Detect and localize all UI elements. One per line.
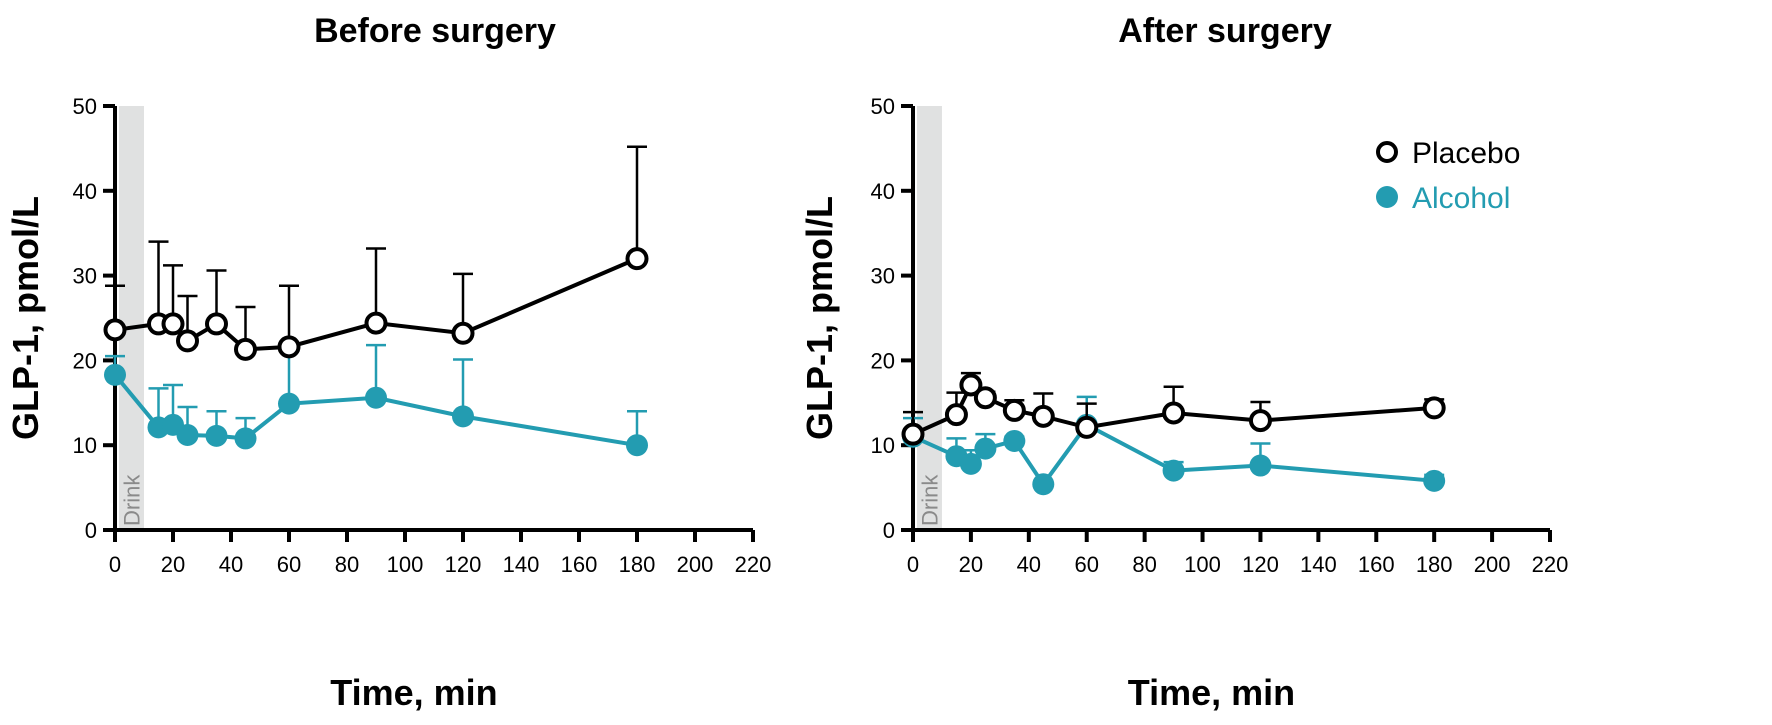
data-point bbox=[626, 434, 648, 457]
data-point bbox=[959, 452, 982, 475]
data-point bbox=[944, 403, 968, 427]
x-tick-label: 0 bbox=[907, 552, 919, 577]
y-tick-label: 40 bbox=[73, 179, 97, 204]
chart-title: Before surgery bbox=[314, 12, 556, 50]
x-tick-label: 100 bbox=[387, 552, 424, 577]
legend-label-placebo: Placebo bbox=[1412, 137, 1520, 170]
series-placebo bbox=[103, 145, 649, 361]
x-tick-label: 20 bbox=[161, 552, 185, 577]
data-point bbox=[205, 312, 228, 336]
x-tick-label: 180 bbox=[619, 552, 656, 577]
data-point bbox=[277, 335, 301, 359]
data-point bbox=[1075, 415, 1099, 439]
panel-after: Drink After surgery 0 10 20 30 40 50 0 20 40 60 80 10… bbox=[799, 12, 1568, 713]
panel-before: Drink Before surgery 0 10 20 30 40 50 0 20 40 60 80 1… bbox=[5, 12, 771, 713]
data-point bbox=[1422, 396, 1446, 420]
x-tick-label: 180 bbox=[1416, 552, 1453, 577]
y-tick-label: 40 bbox=[871, 179, 895, 204]
legend-marker-placebo bbox=[1376, 141, 1398, 163]
data-point bbox=[104, 363, 126, 386]
x-tick-label: 140 bbox=[503, 552, 540, 577]
x-tick-label: 160 bbox=[1358, 552, 1395, 577]
data-point bbox=[161, 312, 185, 336]
y-tick-label: 50 bbox=[871, 94, 895, 119]
data-point bbox=[974, 437, 997, 460]
x-tick-label: 0 bbox=[109, 552, 121, 577]
legend: Placebo Alcohol bbox=[1376, 137, 1520, 215]
y-tick-label: 10 bbox=[871, 433, 895, 458]
x-axis-label: Time, min bbox=[1128, 672, 1295, 713]
y-tick-label: 0 bbox=[85, 518, 97, 543]
x-tick-label: 40 bbox=[1017, 552, 1041, 577]
x-tick-label: 220 bbox=[735, 552, 772, 577]
x-tick-label: 220 bbox=[1532, 552, 1569, 577]
y-axis-label: GLP-1, pmol/L bbox=[5, 196, 46, 440]
drink-label: Drink bbox=[120, 474, 145, 526]
data-point bbox=[1249, 454, 1272, 477]
y-axis-label: GLP-1, pmol/L bbox=[799, 196, 840, 440]
data-point bbox=[1002, 398, 1026, 422]
data-point bbox=[176, 329, 199, 353]
drink-band bbox=[917, 106, 942, 530]
x-tick-label: 200 bbox=[1474, 552, 1511, 577]
data-point bbox=[103, 318, 127, 342]
data-point bbox=[176, 424, 199, 447]
data-point bbox=[1032, 473, 1055, 496]
drink-band bbox=[119, 106, 144, 530]
x-tick-label: 40 bbox=[219, 552, 243, 577]
series-line bbox=[912, 381, 1435, 437]
data-point bbox=[205, 424, 228, 447]
data-point bbox=[1003, 429, 1026, 452]
y-tick-label: 30 bbox=[871, 264, 895, 289]
legend-label-alcohol: Alcohol bbox=[1412, 182, 1510, 215]
x-tick-label: 20 bbox=[959, 552, 983, 577]
legend-marker-alcohol bbox=[1376, 186, 1398, 208]
x-tick-label: 200 bbox=[677, 552, 714, 577]
y-tick-label: 20 bbox=[871, 348, 895, 373]
data-point bbox=[1031, 404, 1055, 428]
data-point bbox=[973, 386, 997, 410]
x-tick-label: 100 bbox=[1184, 552, 1221, 577]
chart-title: After surgery bbox=[1118, 12, 1332, 50]
data-point bbox=[451, 321, 475, 345]
data-point bbox=[959, 373, 983, 397]
x-tick-label: 60 bbox=[1074, 552, 1098, 577]
x-tick-label: 60 bbox=[277, 552, 301, 577]
data-point bbox=[901, 422, 925, 446]
y-tick-label: 50 bbox=[73, 94, 97, 119]
y-tick-label: 0 bbox=[883, 518, 895, 543]
series-placebo bbox=[901, 371, 1446, 446]
data-point bbox=[1162, 459, 1185, 482]
data-point bbox=[365, 386, 387, 409]
x-tick-label: 120 bbox=[1242, 552, 1279, 577]
drink-label: Drink bbox=[917, 474, 942, 526]
y-tick-label: 10 bbox=[73, 433, 97, 458]
data-point bbox=[364, 311, 388, 335]
x-tick-label: 120 bbox=[445, 552, 482, 577]
data-point bbox=[1248, 409, 1272, 433]
x-axis-label: Time, min bbox=[330, 672, 497, 713]
y-tick-label: 20 bbox=[73, 348, 97, 373]
x-tick-label: 160 bbox=[561, 552, 598, 577]
data-point bbox=[1423, 469, 1446, 492]
series-alcohol bbox=[104, 343, 648, 457]
x-tick-label: 80 bbox=[335, 552, 359, 577]
data-point bbox=[234, 337, 257, 361]
data-point bbox=[452, 405, 474, 428]
data-point bbox=[1162, 401, 1186, 425]
x-tick-label: 80 bbox=[1132, 552, 1156, 577]
data-point bbox=[278, 392, 300, 415]
data-point bbox=[625, 247, 649, 271]
x-tick-label: 140 bbox=[1300, 552, 1337, 577]
data-point bbox=[234, 427, 257, 450]
y-tick-label: 30 bbox=[73, 264, 97, 289]
